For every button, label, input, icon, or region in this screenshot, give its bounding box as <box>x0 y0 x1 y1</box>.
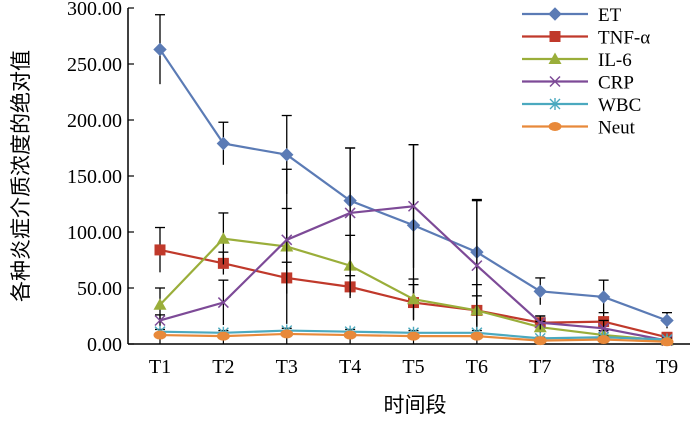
legend-marker <box>548 52 562 64</box>
legend-item: WBC <box>522 95 641 116</box>
x-tick-label: T6 <box>466 356 488 378</box>
legend-marker <box>549 75 561 88</box>
legend-item: CRP <box>522 73 634 94</box>
data-point <box>597 335 611 345</box>
x-tick-label: T3 <box>276 356 298 378</box>
x-tick-label: T5 <box>402 356 424 378</box>
y-axis-title: 各种炎症介质浓度的绝对值 <box>9 50 33 302</box>
series-neut <box>153 329 674 347</box>
legend-label: WBC <box>598 95 641 116</box>
data-point <box>281 234 293 246</box>
legend-item: Neut <box>522 118 636 139</box>
data-point <box>217 297 229 309</box>
data-point <box>660 337 674 347</box>
legend-marker <box>548 7 562 21</box>
x-tick-label: T9 <box>656 356 678 378</box>
y-tick-label: 50.00 <box>77 278 122 300</box>
data-point <box>216 232 230 244</box>
series-crp <box>154 143 673 347</box>
data-point <box>280 148 294 162</box>
legend-label: IL-6 <box>598 50 632 71</box>
y-tick-label: 100.00 <box>67 222 122 244</box>
data-point <box>154 244 166 256</box>
legend-marker <box>548 122 562 131</box>
x-tick-label: T1 <box>149 356 171 378</box>
axes: 0.00 50.00 100.00 150.00 200.00 250.00 300.00 T… <box>67 0 690 378</box>
legend-label: ET <box>598 5 622 26</box>
x-tick-label: T2 <box>212 356 234 378</box>
data-point <box>660 313 674 328</box>
x-tick-label: T7 <box>529 356 551 378</box>
data-point <box>407 200 420 212</box>
data-point <box>470 331 484 341</box>
data-point <box>533 284 547 299</box>
series-layer <box>153 14 674 347</box>
legend-item: TNF-α <box>522 28 650 49</box>
y-tick-label: 200.00 <box>67 110 122 132</box>
x-tick-label: T4 <box>339 356 361 378</box>
legend-label: CRP <box>598 73 634 94</box>
data-point <box>216 331 230 341</box>
data-point <box>153 330 167 340</box>
legend-item: IL-6 <box>522 50 632 71</box>
data-point <box>153 298 167 310</box>
data-point <box>471 260 483 272</box>
data-point <box>343 330 357 340</box>
data-point <box>596 290 611 304</box>
x-tick-label: T8 <box>593 356 615 378</box>
y-tick-label: 0.00 <box>87 334 122 356</box>
data-point <box>407 331 420 341</box>
data-point <box>344 207 356 219</box>
y-tick-label: 300.00 <box>67 0 122 20</box>
data-point <box>280 329 294 339</box>
data-point <box>153 42 167 57</box>
data-point <box>216 136 231 151</box>
legend-label: TNF-α <box>598 28 650 49</box>
legend-marker <box>549 31 561 42</box>
data-point <box>598 322 610 334</box>
data-point <box>154 314 166 327</box>
y-tick-label: 250.00 <box>67 54 122 76</box>
data-point <box>407 292 420 305</box>
x-axis-title: 时间段 <box>384 393 447 417</box>
legend-marker <box>549 98 561 110</box>
legend-item: ET <box>522 5 622 26</box>
y-tick-label: 150.00 <box>67 166 122 188</box>
data-point <box>533 336 547 346</box>
legend-label: Neut <box>598 118 636 139</box>
data-point <box>534 317 546 329</box>
